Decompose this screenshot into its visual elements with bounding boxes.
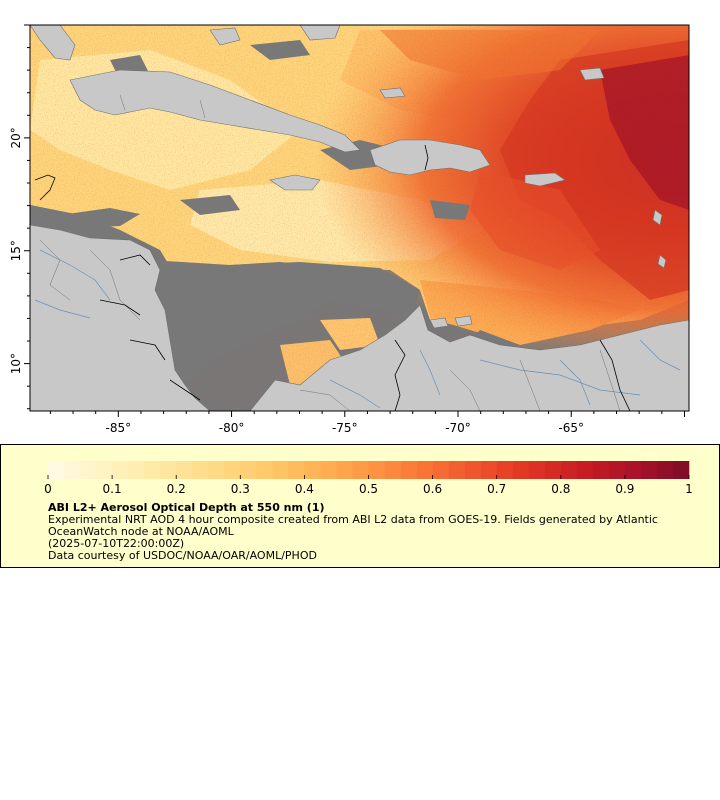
lon-tick-label: -65°	[558, 421, 584, 435]
colorbar-swatch	[352, 461, 369, 479]
lon-tick-label: -75°	[332, 421, 358, 435]
colorbar-swatch	[288, 461, 305, 479]
colorbar-swatch	[672, 461, 690, 479]
colorbar-swatch	[320, 461, 337, 479]
lat-tick-label: 10°	[9, 353, 23, 374]
admin-lines	[39, 94, 621, 411]
colorbar-swatch	[608, 461, 626, 479]
colorbar-swatch	[448, 461, 465, 479]
colorbar-swatch	[256, 461, 273, 479]
colorbar-swatch	[384, 461, 401, 479]
colorbar-swatch	[224, 461, 241, 479]
colorbar-tick-label: 0.1	[103, 482, 122, 496]
colorbar-tick-label: 0.9	[615, 482, 634, 496]
colorbar-swatch	[560, 461, 578, 479]
colorbar-swatch	[336, 461, 353, 479]
colorbar-tick-label: 0.5	[359, 482, 378, 496]
colorbar-swatch	[112, 461, 129, 479]
map-frame	[29, 24, 690, 412]
colorbar-swatch	[528, 461, 546, 479]
colorbar-tick-label: 0.2	[167, 482, 186, 496]
colorbar-swatch	[592, 461, 610, 479]
colorbar-swatch	[160, 461, 177, 479]
colorbar-swatch	[176, 461, 193, 479]
legend-time: (2025-07-10T22:00:00Z)	[48, 537, 185, 550]
colorbar-swatch	[48, 461, 65, 479]
legend-title: ABI L2+ Aerosol Optical Depth at 550 nm …	[48, 501, 325, 514]
colorbar-swatch	[464, 461, 481, 479]
colorbar-tick-label: 0	[44, 482, 52, 496]
colorbar-swatch	[480, 461, 497, 479]
colorbar-tick-label: 0.3	[231, 482, 250, 496]
longitude-axis: -85° -80° -75° -70° -65°	[49, 411, 685, 435]
land-masses	[30, 25, 689, 411]
colorbar-swatch	[144, 461, 161, 479]
lat-tick-label: 15°	[9, 240, 23, 261]
lon-tick-label: -85°	[106, 421, 132, 435]
legend-panel: 0 0.1 0.2 0.3 0.4 0.5 0.6 0.7 0.8 0.9 1 ABI L2+ Ae…	[0, 444, 720, 568]
colorbar-swatch	[656, 461, 674, 479]
colorbar-swatch	[640, 461, 658, 479]
aod-map: -85° -80° -75° -70° -65° 20° 15° 10°	[9, 24, 690, 435]
colorbar-swatch	[544, 461, 562, 479]
colorbar-tick-label: 0.7	[487, 482, 506, 496]
lon-tick-label: -80°	[219, 421, 245, 435]
colorbar-swatch	[128, 461, 145, 479]
colorbar-tick-label: 0.4	[295, 482, 314, 496]
colorbar-swatch	[496, 461, 514, 479]
colorbar-swatch	[64, 461, 81, 479]
colorbar-swatch	[272, 461, 289, 479]
colorbar-swatch	[240, 461, 257, 479]
colorbar-swatch	[96, 461, 113, 479]
lon-tick-label: -70°	[445, 421, 471, 435]
colorbar-swatch	[416, 461, 433, 479]
colorbar-swatch	[576, 461, 594, 479]
lat-tick-label: 20°	[9, 127, 23, 148]
colorbar-swatch	[304, 461, 321, 479]
colorbar-swatch	[400, 461, 417, 479]
legend-description: Experimental NRT AOD 4 hour composite cr…	[48, 513, 658, 538]
colorbar-tick-label: 1	[685, 482, 693, 496]
legend-credit: Data courtesy of USDOC/NOAA/OAR/AOML/PHO…	[48, 549, 317, 562]
colorbar-swatch	[432, 461, 449, 479]
rivers	[34, 249, 681, 409]
colorbar-tick-label: 0.6	[423, 482, 442, 496]
colorbar-swatch	[80, 461, 97, 479]
colorbar-swatch	[368, 461, 385, 479]
colorbar-swatch	[624, 461, 642, 479]
latitude-axis: 20° 15° 10°	[9, 24, 30, 410]
colorbar: 0 0.1 0.2 0.3 0.4 0.5 0.6 0.7 0.8 0.9 1	[44, 461, 693, 496]
country-borders	[34, 144, 631, 411]
colorbar-swatch	[512, 461, 530, 479]
colorbar-swatch	[192, 461, 209, 479]
colorbar-tick-label: 0.8	[551, 482, 570, 496]
colorbar-swatch	[208, 461, 225, 479]
